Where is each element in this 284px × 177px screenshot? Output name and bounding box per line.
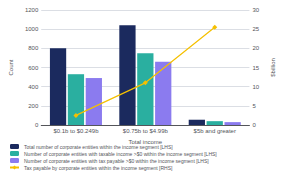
svg-text:Number of corporate entities w: Number of corporate entities with taxabl… <box>24 151 217 157</box>
svg-text:400: 400 <box>28 84 39 90</box>
svg-text:1200: 1200 <box>25 7 39 13</box>
svg-text:Total number of corporate enti: Total number of corporate entities withi… <box>24 144 173 150</box>
svg-text:$0.1b to $0.249b: $0.1b to $0.249b <box>53 128 99 134</box>
svg-text:800: 800 <box>28 45 39 51</box>
svg-text:0: 0 <box>252 122 256 128</box>
svg-text:15: 15 <box>252 65 259 71</box>
svg-text:200: 200 <box>28 103 39 109</box>
svg-text:Number of corporate entities w: Number of corporate entities with tax pa… <box>24 158 209 164</box>
svg-text:600: 600 <box>28 65 39 71</box>
svg-text:0: 0 <box>35 122 39 128</box>
svg-text:Total income: Total income <box>128 138 163 145</box>
svg-text:25: 25 <box>252 26 259 32</box>
svg-text:30: 30 <box>252 7 259 13</box>
svg-text:$billion: $billion <box>270 58 276 77</box>
svg-text:20: 20 <box>252 45 259 51</box>
svg-text:$0.75b to $4.99b: $0.75b to $4.99b <box>123 128 169 134</box>
svg-text:1000: 1000 <box>25 26 39 32</box>
svg-text:10: 10 <box>252 84 259 90</box>
svg-text:Tax payable by corporate entit: Tax payable by corporate entities within… <box>24 165 173 171</box>
svg-text:5: 5 <box>252 103 256 109</box>
svg-text:Count: Count <box>8 59 14 75</box>
svg-text:$5b and greater: $5b and greater <box>194 128 236 134</box>
